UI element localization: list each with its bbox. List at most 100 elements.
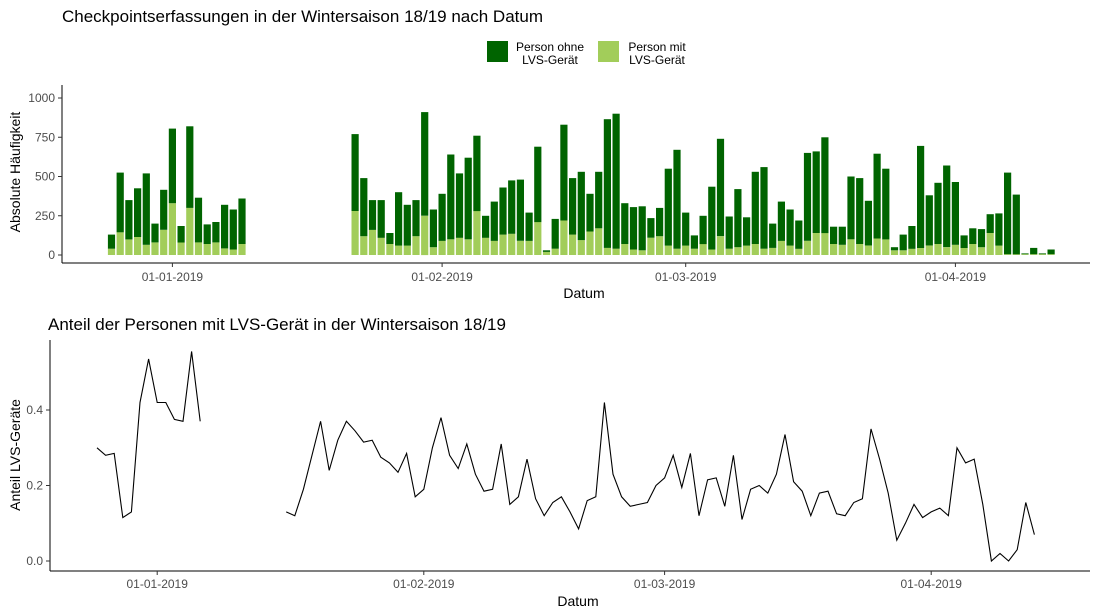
- series-line: [96, 351, 201, 519]
- bar-mit: [151, 242, 159, 255]
- bar-mit: [168, 203, 176, 255]
- bar-ohne: [525, 212, 533, 241]
- bar-ohne: [412, 200, 420, 237]
- bar-ohne: [716, 138, 725, 237]
- x-tick-label: 01-02-2019: [411, 270, 473, 284]
- legend-label-mit-line2: LVS-Gerät: [629, 53, 685, 67]
- bar-ohne: [508, 180, 516, 234]
- bar-mit: [238, 244, 246, 255]
- bar-mit: [760, 248, 768, 255]
- x-tick-label: 01-01-2019: [127, 577, 189, 591]
- bar-mit: [447, 239, 455, 255]
- bar-mit: [821, 233, 829, 255]
- bar-ohne: [377, 200, 385, 238]
- bar-mit: [1004, 254, 1012, 255]
- line-chart-xlabel: Datum: [557, 593, 598, 609]
- bar-ohne: [847, 176, 855, 240]
- bar-mit: [986, 233, 994, 255]
- bar-mit: [508, 233, 516, 255]
- bar-mit: [856, 244, 864, 255]
- bar-ohne: [786, 209, 794, 246]
- bar-ohne: [682, 212, 690, 246]
- bar-ohne: [647, 218, 655, 238]
- bar-ohne: [812, 151, 820, 233]
- legend-label-ohne-line2: LVS-Gerät: [522, 53, 578, 67]
- bar-mit: [830, 244, 838, 255]
- bar-ohne: [516, 179, 524, 241]
- bar-mit: [386, 244, 394, 255]
- bar-mit: [551, 248, 559, 255]
- bar-ohne: [673, 149, 681, 249]
- bar-ohne: [725, 216, 733, 249]
- bar-mit: [482, 237, 490, 255]
- bar-mit: [725, 248, 733, 255]
- bar-mit: [847, 239, 855, 255]
- bar-mit: [421, 215, 429, 256]
- bar-mit: [125, 239, 133, 255]
- x-tick-label: 01-03-2019: [655, 270, 717, 284]
- bar-mit: [1030, 254, 1038, 255]
- bar-ohne: [690, 235, 698, 249]
- bar-mit: [751, 244, 759, 255]
- bar-ohne: [769, 223, 777, 248]
- line-chart-title: Anteil der Personen mit LVS-Gerät in der…: [48, 315, 506, 334]
- bar-ohne: [203, 224, 211, 244]
- bar-ohne: [125, 200, 133, 240]
- bar-mit: [229, 249, 237, 255]
- bar-ohne: [438, 193, 446, 241]
- bar-chart-axes: 0 250 500 750 1000 01-01-2019 01-02-2019 01-03-…: [28, 85, 1090, 284]
- bar-ohne: [995, 213, 1003, 246]
- bar-mit: [464, 239, 472, 255]
- bar-mit: [351, 211, 359, 255]
- y-tick-label: 1000: [28, 91, 55, 105]
- bar-ohne: [386, 233, 394, 244]
- bar-mit: [212, 242, 220, 255]
- bar-mit: [377, 237, 385, 255]
- bar-ohne: [795, 220, 803, 249]
- bar-ohne: [490, 201, 498, 241]
- bar-ohne: [734, 189, 742, 248]
- bar-mit: [934, 244, 942, 255]
- x-tick-label: 01-04-2019: [901, 577, 963, 591]
- bar-mit: [586, 231, 594, 255]
- bar-ohne: [586, 193, 594, 232]
- bar-mit: [699, 244, 707, 255]
- bar-mit: [673, 248, 681, 255]
- bar-mit: [977, 247, 986, 255]
- bar-mit: [612, 248, 620, 255]
- bar-ohne: [1047, 249, 1055, 255]
- bar-mit: [716, 236, 725, 255]
- bar-mit: [177, 242, 185, 255]
- x-tick-label: 01-04-2019: [925, 270, 987, 284]
- bar-mit: [838, 244, 846, 255]
- bar-ohne: [560, 124, 568, 221]
- bar-ohne: [943, 165, 951, 248]
- bar-mit: [107, 248, 116, 255]
- legend-label-ohne-line1: Person ohne: [516, 40, 584, 54]
- bar-mit: [786, 245, 794, 255]
- bar-ohne: [899, 234, 907, 251]
- bar-ohne: [760, 167, 768, 249]
- bar-mit: [812, 233, 820, 255]
- bar-ohne: [656, 207, 664, 237]
- bar-ohne: [116, 172, 124, 233]
- bar-ohne: [499, 187, 507, 235]
- bar-ohne: [638, 206, 646, 251]
- series-line: [285, 402, 1035, 563]
- bar-chart: Checkpointserfassungen in der Wintersais…: [7, 7, 1090, 301]
- legend-swatch-ohne: [487, 41, 508, 62]
- bar-mit: [603, 247, 611, 255]
- bar-mit: [873, 238, 881, 255]
- y-tick-label: 500: [35, 170, 55, 184]
- bar-ohne: [951, 182, 959, 245]
- bar-ohne: [1012, 194, 1020, 255]
- bar-ohne: [482, 215, 490, 238]
- bar-mit: [795, 248, 803, 255]
- bar-mit: [890, 250, 899, 255]
- bar-ohne: [421, 112, 429, 216]
- bar-mit: [925, 245, 933, 255]
- bar-ohne: [177, 226, 185, 243]
- bar-ohne: [986, 214, 994, 233]
- bar-ohne: [830, 226, 838, 244]
